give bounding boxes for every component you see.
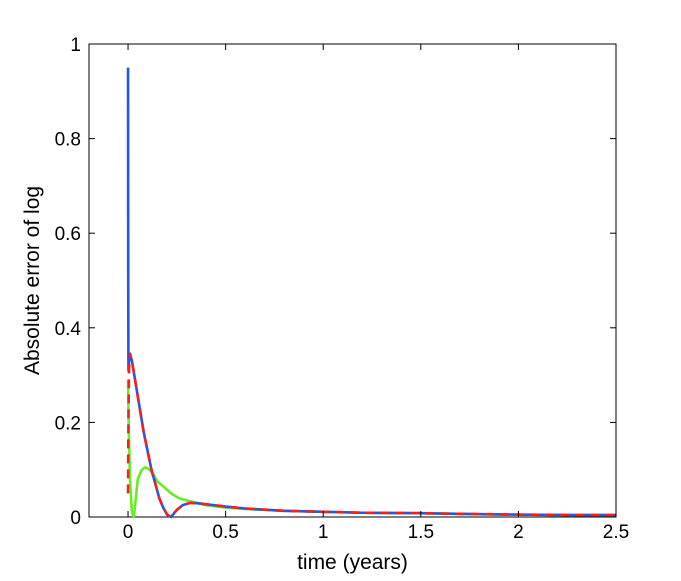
y-tick-label: 0.2 (55, 413, 81, 434)
plot-area: 0 0.5 1 1.5 2 2.5 0 0.2 0.4 0.6 0.8 1 (55, 35, 630, 543)
x-axis-label: time (years) (297, 551, 408, 574)
x-tick-label: 1 (318, 522, 329, 543)
series-line-3 (126, 352, 616, 519)
x-tick-label: 2 (513, 522, 524, 543)
y-tick-label: 0 (70, 508, 81, 529)
x-tick-label: 0 (123, 522, 134, 543)
y-tick-label: 0.8 (55, 130, 81, 151)
x-tick-label: 2.5 (603, 522, 629, 543)
series-layer (126, 67, 616, 519)
y-tick-label: 1 (70, 35, 81, 56)
y-axis-ticks: 0 0.2 0.4 0.6 0.8 1 (55, 35, 616, 529)
y-tick-label: 0.6 (55, 224, 81, 245)
x-tick-label: 1.5 (408, 522, 434, 543)
x-axis-ticks: 0 0.5 1 1.5 2 2.5 (123, 44, 629, 543)
x-tick-label: 0.5 (212, 522, 238, 543)
y-axis-label: Absolute error of log (21, 186, 44, 375)
y-tick-label: 0.4 (55, 319, 82, 340)
axes-box (88, 43, 617, 518)
